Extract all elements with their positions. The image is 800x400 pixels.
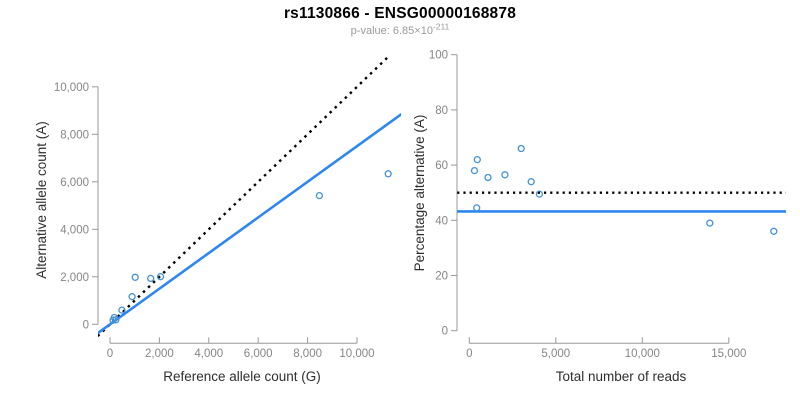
x-tick-label: 0 bbox=[466, 348, 472, 360]
data-point bbox=[517, 144, 525, 153]
data-point bbox=[112, 316, 120, 324]
data-point bbox=[315, 191, 324, 200]
left-y-axis-title: Alternative allele count (A) bbox=[34, 121, 49, 279]
y-tick-label: 8,000 bbox=[60, 129, 89, 141]
line-layer bbox=[457, 191, 786, 213]
right-plot-layer: 0 5,000 10,000 15,000 0 20 40 60 80 100 bbox=[429, 50, 786, 360]
right-x-axis-title: Total number of reads bbox=[556, 369, 687, 384]
line-layer bbox=[98, 56, 401, 338]
y-tick-label: 60 bbox=[435, 160, 448, 172]
data-point bbox=[470, 166, 479, 175]
x-tick-label: 6,000 bbox=[244, 348, 273, 360]
x-tick-label: 2,000 bbox=[145, 348, 174, 360]
pvalue-subtitle: p-value: 6.85×10-211 bbox=[0, 22, 800, 37]
y-tick-label: 10,000 bbox=[54, 82, 89, 94]
x-tick-label: 5,000 bbox=[541, 348, 570, 360]
data-point bbox=[156, 273, 165, 281]
data-point bbox=[527, 178, 535, 186]
y-tick-label: 0 bbox=[83, 319, 89, 331]
data-point bbox=[147, 274, 155, 283]
data-point bbox=[473, 204, 481, 212]
data-point bbox=[535, 190, 544, 198]
x-tick-label: 8,000 bbox=[293, 348, 322, 360]
y-tick-label: 20 bbox=[435, 271, 448, 283]
x-tick-label: 10,000 bbox=[339, 348, 374, 360]
x-tick-label: 0 bbox=[107, 348, 113, 360]
chart-title: rs1130866 - ENSG00000168878 bbox=[283, 5, 517, 22]
right-y-axis-title: Percentage alternative (A) bbox=[412, 115, 427, 272]
data-point bbox=[484, 173, 492, 182]
left-x-axis-title: Reference allele count (G) bbox=[163, 369, 321, 384]
data-point bbox=[128, 293, 136, 301]
data-point bbox=[118, 306, 126, 314]
data-point bbox=[473, 155, 481, 164]
y-tick-label: 0 bbox=[442, 326, 448, 338]
y-tick-label: 100 bbox=[429, 50, 448, 62]
x-tick-label: 10,000 bbox=[625, 348, 660, 360]
right-chart: Total number of reads Percentage alterna… bbox=[412, 50, 786, 384]
left-plot-layer: 0 2,000 4,000 6,000 8,000 10,000 0 2,000 4,000 6,… bbox=[54, 56, 401, 360]
y-tick-label: 4,000 bbox=[60, 224, 89, 236]
x-tick-label: 15,000 bbox=[711, 348, 746, 360]
data-point bbox=[131, 273, 139, 281]
left-chart: Reference allele count (G) Alternative a… bbox=[34, 56, 401, 384]
data-point bbox=[706, 219, 714, 227]
x-tick-label: 4,000 bbox=[194, 348, 223, 360]
y-tick-label: 2,000 bbox=[60, 272, 89, 284]
y-tick-label: 80 bbox=[435, 105, 448, 117]
pvalue-text: p-value: 6.85×10 bbox=[350, 25, 433, 37]
data-point bbox=[770, 227, 778, 235]
data-point bbox=[501, 171, 509, 179]
pvalue-exponent: -211 bbox=[432, 21, 450, 32]
identity-line bbox=[98, 56, 391, 338]
fit-line bbox=[98, 112, 401, 335]
data-point bbox=[384, 170, 392, 178]
y-tick-label: 40 bbox=[435, 215, 448, 227]
y-tick-label: 6,000 bbox=[60, 177, 89, 189]
